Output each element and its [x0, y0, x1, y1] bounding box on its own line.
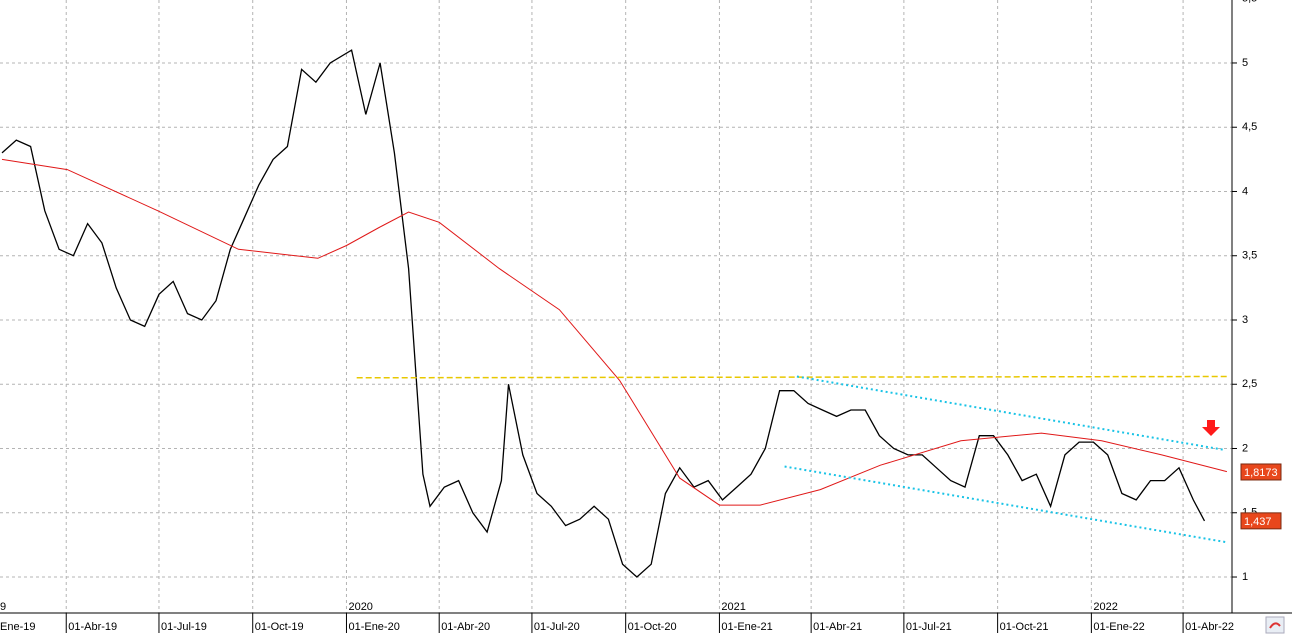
y-tick-label: 4,5	[1242, 121, 1257, 133]
x-tick-label: 01-Ene-21	[721, 621, 772, 633]
y-tick-label: 2	[1242, 442, 1248, 454]
x-tick-label: 01-Abr-20	[441, 621, 490, 633]
series-line	[356, 375, 1227, 379]
series-line	[796, 375, 1224, 451]
grid	[0, 0, 1232, 613]
app-icon	[1265, 616, 1285, 634]
x-tick-label: 01-Abr-22	[1185, 621, 1234, 633]
price-tag-label: 1,437	[1244, 516, 1272, 528]
arrow-annotation	[1202, 420, 1220, 436]
year-label: 2021	[721, 601, 745, 613]
x-tick-label: 01-Abr-19	[68, 621, 117, 633]
y-tick-label: 3	[1242, 314, 1248, 326]
x-tick-label: 01-Jul-19	[161, 621, 207, 633]
x-tick-label: 01-Oct-20	[628, 621, 677, 633]
x-tick-label: 01-Ene-22	[1093, 621, 1144, 633]
y-tick-label: 5	[1242, 57, 1248, 69]
year-label: 2022	[1093, 601, 1117, 613]
y-tick-label: 4	[1242, 185, 1248, 197]
x-tick-label: 01-Ene-20	[348, 621, 399, 633]
y-tick-label: 2,5	[1242, 378, 1257, 390]
y-tick-label: 5,5	[1242, 0, 1257, 5]
price-tag	[1240, 463, 1282, 481]
x-tick-label: Ene-19	[0, 621, 35, 633]
x-tick-label: 01-Jul-20	[534, 621, 580, 633]
x-tick-label: 01-Oct-19	[255, 621, 304, 633]
year-label: 2020	[348, 601, 372, 613]
x-tick-label: 01-Jul-21	[906, 621, 952, 633]
price-tag	[1240, 512, 1282, 530]
series-line	[1, 158, 1228, 506]
x-tick-label: 01-Oct-21	[1000, 621, 1049, 633]
year-label: 9	[0, 601, 6, 613]
y-tick-label: 3,5	[1242, 250, 1257, 262]
series-line	[1, 49, 1206, 578]
x-tick-label: 01-Abr-21	[813, 621, 862, 633]
y-tick-label: 1	[1242, 571, 1248, 583]
plot-area	[1, 49, 1228, 578]
price-tag-label: 1,8173	[1244, 467, 1278, 479]
